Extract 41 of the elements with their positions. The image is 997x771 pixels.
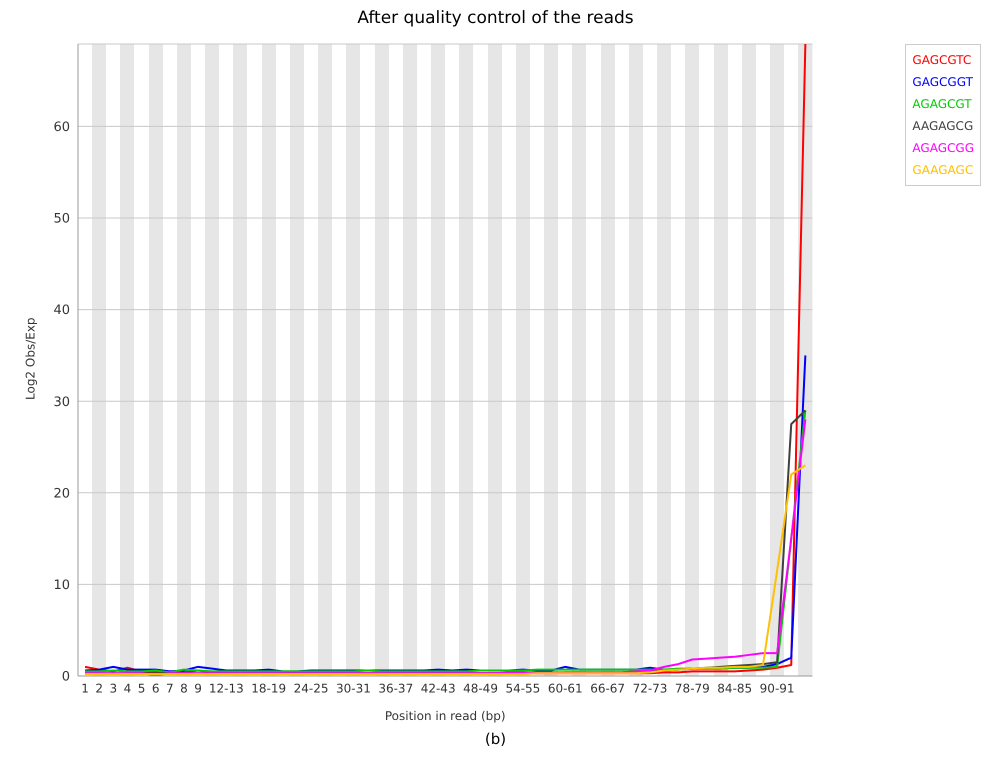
text: (b) <box>484 730 508 748</box>
x-tick-label: 3 <box>109 682 118 696</box>
x-tick-label: 18-19 <box>251 682 286 696</box>
y-tick-label: 10 <box>53 578 70 594</box>
x-tick-label: 66-67 <box>590 682 626 696</box>
y-axis-title: Log2 Obs/Exp <box>23 317 38 400</box>
text: GAGCGTC <box>912 52 972 69</box>
y-tick-label: 60 <box>53 120 70 136</box>
x-tick-label: 7 <box>166 682 174 696</box>
chart-title: After quality control of the reads <box>356 8 635 28</box>
x-tick-label: 4 <box>124 682 132 696</box>
x-tick-label: 54-55 <box>505 682 540 696</box>
x-tick-label: 36-37 <box>378 682 414 696</box>
y-tick-label: 40 <box>53 303 70 318</box>
x-tick-label: 2 <box>95 682 104 696</box>
x-tick-label: 60-61 <box>548 682 583 696</box>
y-tick-label: 30 <box>53 394 70 410</box>
text: GAGCGGT <box>912 74 974 91</box>
y-tick-label: 0 <box>62 670 70 685</box>
x-tick-label: 42-43 <box>420 682 456 696</box>
x-tick-label: 8 <box>180 682 188 696</box>
x-tick-label: 12-13 <box>208 682 244 696</box>
x-tick-label: 1 <box>81 682 89 696</box>
x-tick-label: 30-31 <box>336 682 371 696</box>
line-series <box>84 464 806 676</box>
y-tick-label: 20 <box>53 486 70 502</box>
y-tick-label: 50 <box>53 212 70 227</box>
x-tick-label: 84-85 <box>717 682 752 696</box>
text: AGAGCGT <box>912 96 973 113</box>
x-tick-label: 78-79 <box>674 682 710 696</box>
text: AGAGCGG <box>912 140 974 157</box>
text: GAAGAGC <box>912 162 974 179</box>
x-tick-label: 24-25 <box>294 682 328 696</box>
x-tick-label: 48-49 <box>463 682 498 696</box>
x-tick-label: 5 <box>138 682 146 696</box>
text: AAGAGCG <box>912 118 974 135</box>
x-tick-label: 6 <box>152 682 160 696</box>
x-axis-title: Position in read (bp) <box>384 709 506 723</box>
x-tick-label: 72-73 <box>632 682 668 696</box>
x-tick-label: 9 <box>194 682 202 696</box>
x-tick-label: 90-91 <box>760 682 795 696</box>
